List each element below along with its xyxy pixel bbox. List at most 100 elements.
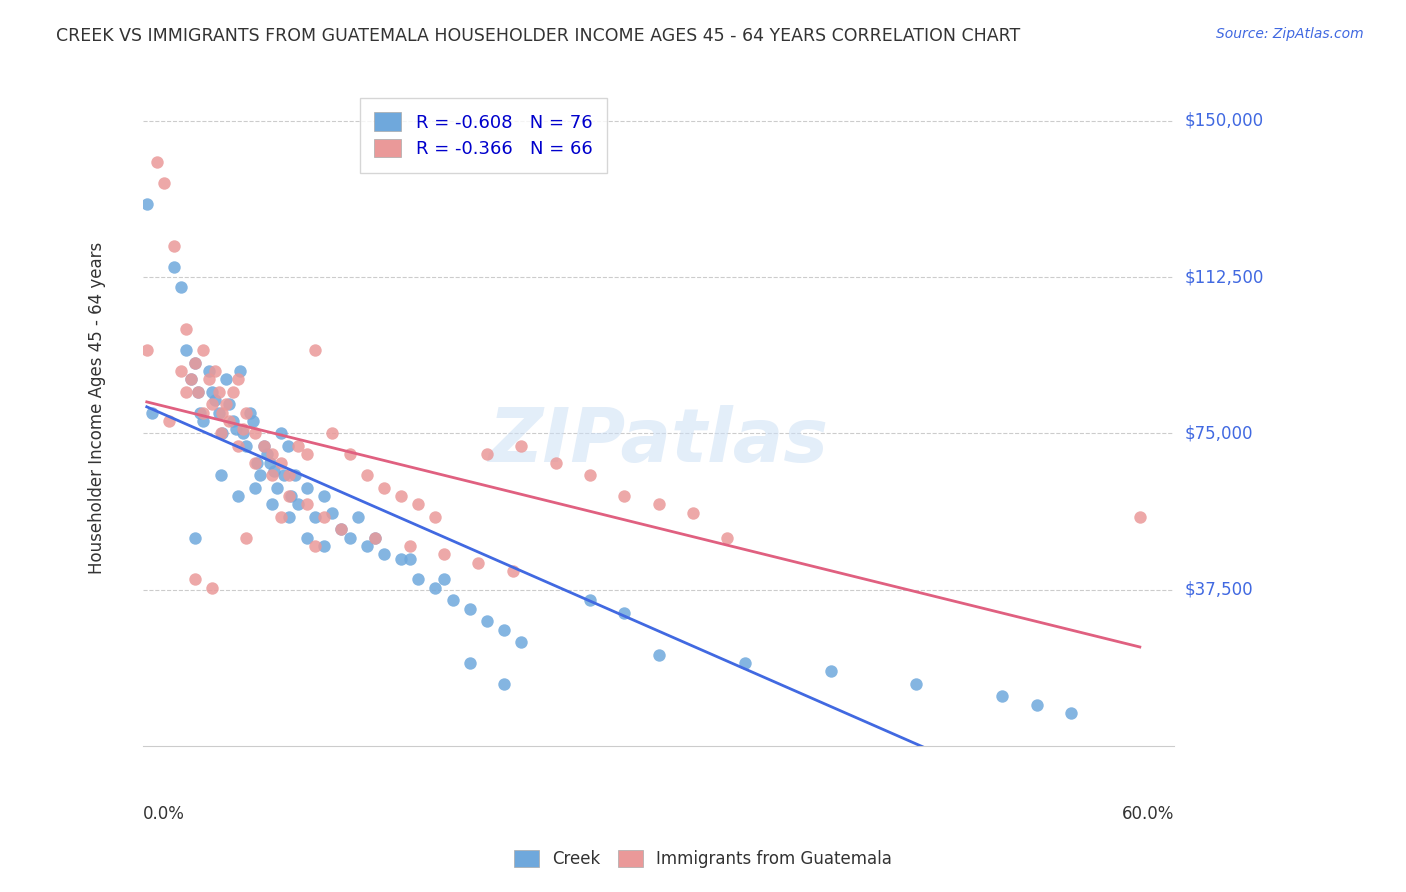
Point	[235, 439, 257, 453]
Point	[135, 197, 157, 211]
Point	[235, 531, 257, 545]
Point	[373, 548, 395, 562]
Point	[321, 426, 343, 441]
Point	[406, 573, 429, 587]
Point	[221, 384, 243, 399]
Point	[339, 447, 361, 461]
Point	[252, 439, 274, 453]
Text: $75,000: $75,000	[1184, 425, 1253, 442]
Point	[228, 364, 250, 378]
Point	[215, 372, 238, 386]
Point	[475, 614, 498, 628]
Point	[270, 426, 292, 441]
Point	[277, 439, 299, 453]
Point	[232, 422, 254, 436]
Text: $37,500: $37,500	[1184, 581, 1253, 599]
Point	[201, 581, 224, 595]
Point	[682, 506, 704, 520]
Point	[243, 456, 266, 470]
Point	[648, 497, 671, 511]
Point	[1060, 706, 1083, 720]
Point	[295, 497, 318, 511]
Point	[208, 406, 231, 420]
Point	[184, 355, 207, 369]
Point	[193, 406, 215, 420]
Legend: R = -0.608   N = 76, R = -0.366   N = 66: R = -0.608 N = 76, R = -0.366 N = 66	[360, 98, 607, 173]
Point	[295, 481, 318, 495]
Point	[398, 551, 420, 566]
Point	[211, 426, 233, 441]
Point	[256, 447, 278, 461]
Point	[312, 509, 335, 524]
Point	[373, 481, 395, 495]
Point	[433, 548, 456, 562]
Point	[278, 509, 301, 524]
Point	[364, 531, 387, 545]
Point	[1025, 698, 1047, 712]
Point	[204, 393, 226, 408]
Point	[215, 397, 238, 411]
Point	[187, 384, 209, 399]
Point	[266, 481, 288, 495]
Point	[273, 468, 295, 483]
Point	[339, 531, 361, 545]
Point	[304, 539, 326, 553]
Point	[398, 539, 420, 553]
Point	[225, 422, 247, 436]
Point	[287, 439, 309, 453]
Point	[243, 481, 266, 495]
Point	[187, 384, 209, 399]
Point	[579, 468, 602, 483]
Point	[209, 468, 232, 483]
Point	[235, 406, 257, 420]
Point	[278, 489, 301, 503]
Point	[544, 456, 567, 470]
Point	[204, 364, 226, 378]
Point	[475, 447, 498, 461]
Point	[458, 656, 481, 670]
Text: ZIPatlas: ZIPatlas	[489, 405, 828, 478]
Point	[356, 539, 378, 553]
Point	[163, 239, 186, 253]
Point	[180, 372, 202, 386]
Point	[321, 506, 343, 520]
Point	[262, 447, 284, 461]
Point	[262, 497, 284, 511]
Point	[180, 372, 202, 386]
Point	[201, 384, 224, 399]
Point	[218, 397, 240, 411]
Point	[208, 384, 231, 399]
Text: $150,000: $150,000	[1184, 112, 1264, 129]
Point	[262, 468, 284, 483]
Text: 0.0%: 0.0%	[143, 805, 186, 822]
Point	[389, 489, 412, 503]
Point	[193, 414, 215, 428]
Point	[579, 593, 602, 607]
Point	[389, 551, 412, 566]
Point	[249, 468, 271, 483]
Point	[433, 573, 456, 587]
Point	[510, 635, 533, 649]
Text: $112,500: $112,500	[1184, 268, 1264, 286]
Point	[197, 372, 219, 386]
Point	[211, 406, 233, 420]
Point	[458, 601, 481, 615]
Point	[278, 468, 301, 483]
Point	[510, 439, 533, 453]
Point	[356, 468, 378, 483]
Point	[304, 343, 326, 357]
Point	[170, 364, 193, 378]
Point	[425, 509, 447, 524]
Point	[146, 155, 169, 169]
Point	[226, 489, 249, 503]
Point	[347, 509, 370, 524]
Text: Source: ZipAtlas.com: Source: ZipAtlas.com	[1216, 27, 1364, 41]
Point	[502, 564, 524, 578]
Point	[221, 414, 243, 428]
Point	[201, 397, 224, 411]
Text: Householder Income Ages 45 - 64 years: Householder Income Ages 45 - 64 years	[89, 242, 105, 574]
Point	[734, 656, 756, 670]
Point	[170, 280, 193, 294]
Point	[1129, 509, 1152, 524]
Point	[242, 414, 264, 428]
